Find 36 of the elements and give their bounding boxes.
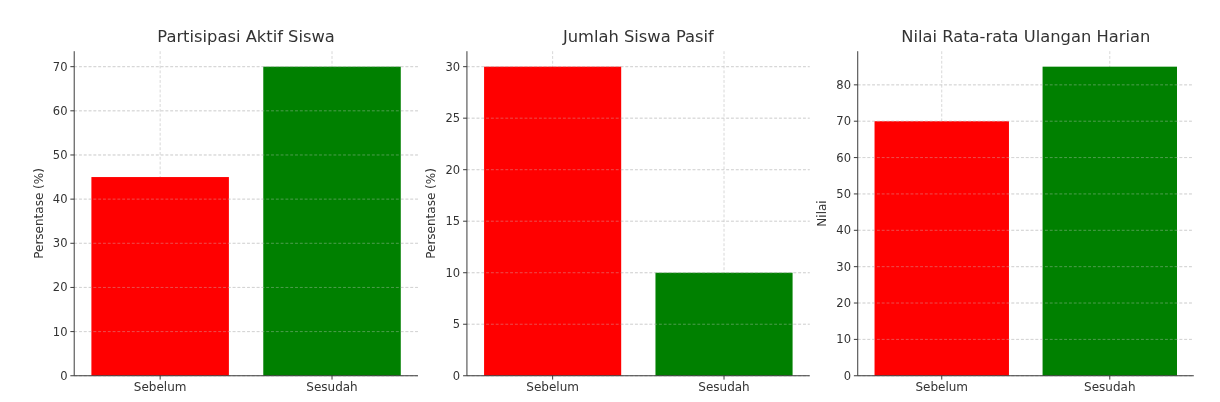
y-tick-label: 40 [836, 223, 852, 238]
y-tick-label: 20 [52, 280, 68, 295]
y-tick-label: 0 [843, 368, 852, 383]
y-tick-label: 25 [445, 111, 461, 126]
chart-title: Jumlah Siswa Pasif [561, 26, 716, 46]
chart-title: Nilai Rata-rata Ulangan Harian [901, 26, 1151, 46]
y-tick-label: 20 [445, 162, 461, 177]
x-tick-label: Sebelum [133, 380, 187, 395]
y-tick-label: 10 [52, 324, 68, 339]
y-tick-label: 60 [52, 103, 68, 118]
y-tick-label: 80 [836, 77, 852, 92]
y-tick-label: 60 [836, 150, 852, 165]
y-tick-label: 30 [52, 236, 68, 251]
y-tick-label: 30 [836, 259, 852, 274]
y-axis-title: Persentase (%) [31, 168, 46, 259]
x-tick-label: Sebelum [526, 380, 579, 395]
y-tick-label: 70 [836, 114, 852, 129]
y-tick-label: 70 [52, 59, 68, 74]
y-tick-label: 50 [52, 148, 68, 163]
chart-title: Partisipasi Aktif Siswa [157, 26, 335, 46]
x-tick-label: Sesudah [1084, 380, 1136, 395]
y-tick-label: 15 [445, 214, 461, 229]
y-tick-label: 30 [445, 59, 461, 74]
y-tick-label: 40 [52, 192, 68, 207]
x-tick-label: Sesudah [306, 380, 358, 395]
y-tick-label: 10 [836, 332, 852, 347]
x-tick-label: Sesudah [698, 380, 750, 395]
y-tick-label: 20 [836, 296, 852, 311]
y-tick-label: 10 [445, 265, 461, 280]
y-axis-title: Persentase (%) [424, 168, 439, 259]
y-axis-title: Nilai [815, 200, 830, 227]
x-tick-label: Sebelum [915, 380, 969, 395]
y-tick-label: 50 [836, 186, 852, 201]
y-tick-label: 0 [60, 368, 68, 383]
y-tick-label: 5 [452, 317, 461, 332]
y-tick-label: 0 [452, 368, 461, 383]
